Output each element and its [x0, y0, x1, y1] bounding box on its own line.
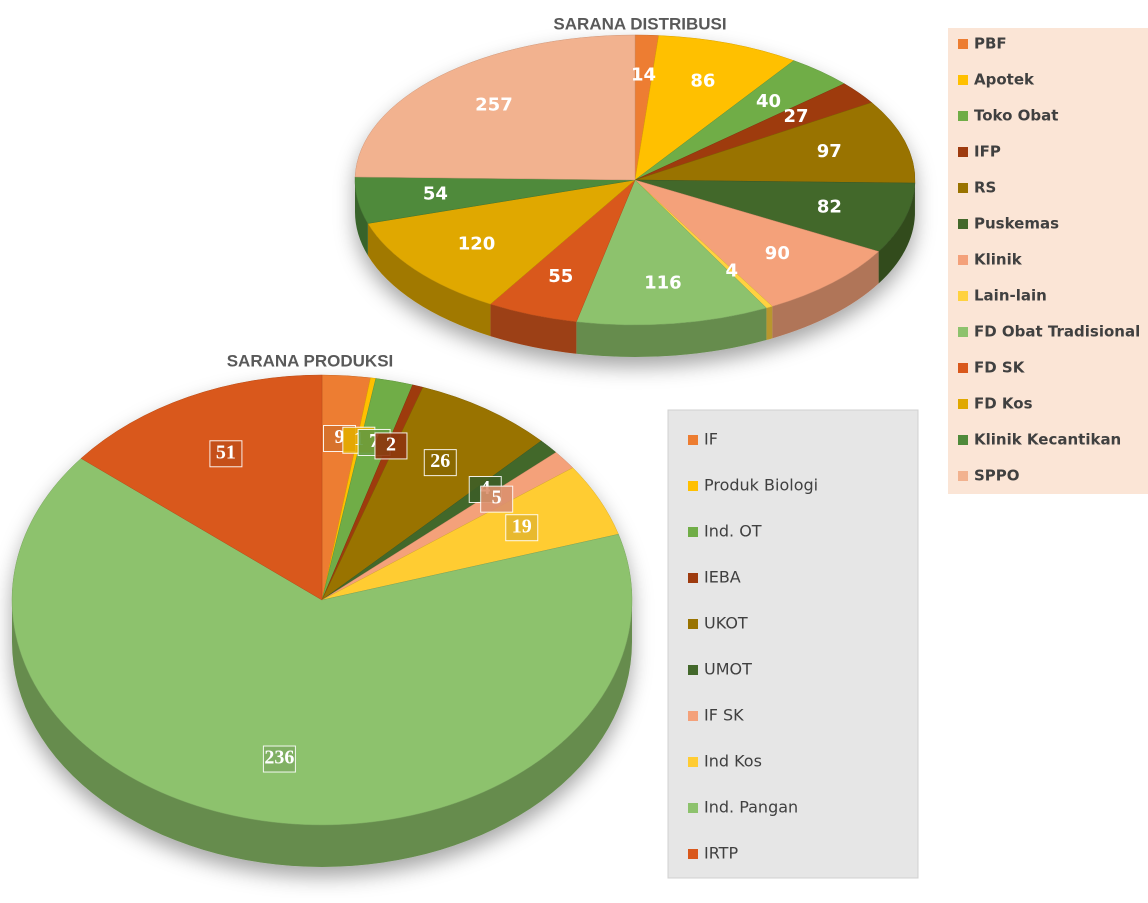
- data-label: 19: [512, 515, 532, 537]
- chart-title: SARANA PRODUKSI: [227, 351, 394, 370]
- data-label: 120: [458, 234, 496, 255]
- data-label: 54: [423, 184, 448, 205]
- legend-label: FD Obat Tradisional: [974, 323, 1140, 341]
- legend-label: Klinik: [974, 251, 1023, 269]
- legend-swatch: [688, 803, 698, 813]
- legend-label: IEBA: [704, 568, 741, 587]
- legend-label: IF SK: [704, 706, 744, 725]
- data-label: 4: [725, 261, 738, 282]
- legend-label: Lain-lain: [974, 287, 1047, 305]
- legend-label: Apotek: [974, 71, 1035, 89]
- legend-swatch: [958, 147, 968, 157]
- legend-label: FD SK: [974, 359, 1026, 377]
- legend-swatch: [958, 183, 968, 193]
- legend-label: FD Kos: [974, 395, 1033, 413]
- legend-swatch: [688, 711, 698, 721]
- legend-swatch: [688, 435, 698, 445]
- legend-label: IF: [704, 430, 718, 449]
- legend-swatch: [688, 665, 698, 675]
- legend-label: Klinik Kecantikan: [974, 431, 1121, 449]
- legend-swatch: [958, 219, 968, 229]
- legend-label: Puskemas: [974, 215, 1059, 233]
- slice-side: [766, 306, 772, 340]
- legend-label: Ind. OT: [704, 522, 762, 541]
- data-label: 26: [430, 450, 450, 472]
- legend-label: Ind. Pangan: [704, 798, 798, 817]
- legend-label: IRTP: [704, 844, 738, 863]
- data-label: 14: [631, 65, 656, 86]
- legend-swatch: [958, 471, 968, 481]
- data-label: 5: [492, 487, 502, 509]
- data-label: 2: [386, 434, 396, 456]
- legend-swatch: [958, 111, 968, 121]
- data-label: 236: [264, 747, 294, 769]
- legend-swatch: [688, 527, 698, 537]
- legend-swatch: [958, 75, 968, 85]
- data-label: 257: [475, 94, 513, 115]
- legend-label: UMOT: [704, 660, 752, 679]
- legend-swatch: [958, 363, 968, 373]
- chart-title: SARANA DISTRIBUSI: [553, 14, 726, 33]
- legend-label: Produk Biologi: [704, 476, 818, 495]
- data-label: 97: [817, 141, 842, 162]
- legend-label: PBF: [974, 35, 1007, 53]
- legend-label: Ind Kos: [704, 752, 762, 771]
- legend-swatch: [958, 39, 968, 49]
- legend-swatch: [688, 481, 698, 491]
- legend-swatch: [688, 849, 698, 859]
- legend-label: IFP: [974, 143, 1001, 161]
- data-label: 27: [784, 106, 809, 127]
- data-label: 90: [765, 243, 790, 264]
- legend-swatch: [958, 435, 968, 445]
- legend-swatch: [958, 291, 968, 301]
- legend-label: RS: [974, 179, 996, 197]
- legend-label: Toko Obat: [974, 107, 1058, 125]
- legend-swatch: [688, 573, 698, 583]
- legend-label: SPPO: [974, 467, 1020, 485]
- data-label: 86: [690, 71, 715, 92]
- data-label: 55: [548, 266, 573, 287]
- legend-swatch: [688, 757, 698, 767]
- data-label: 40: [756, 91, 781, 112]
- data-label: 116: [644, 272, 682, 293]
- legend-label: UKOT: [704, 614, 748, 633]
- data-label: 82: [817, 197, 842, 218]
- legend-swatch: [958, 255, 968, 265]
- legend-swatch: [958, 327, 968, 337]
- pie: [12, 375, 632, 867]
- data-label: 51: [216, 441, 236, 463]
- legend-swatch: [688, 619, 698, 629]
- legend-swatch: [958, 399, 968, 409]
